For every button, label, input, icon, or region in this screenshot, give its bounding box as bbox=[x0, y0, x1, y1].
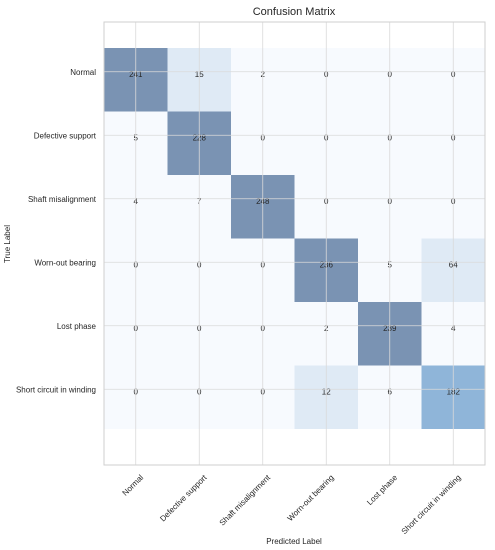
x-tick-labels: Normal Defective support Shaft misalignmen… bbox=[121, 473, 463, 537]
x-tick-label-4: Lost phase bbox=[365, 473, 399, 507]
y-tick-label-1: Defective support bbox=[34, 131, 97, 140]
y-tick-label-5: Short circuit in winding bbox=[16, 385, 96, 394]
grid-lines bbox=[104, 22, 485, 465]
y-tick-labels: Normal Defective support Shaft misalignmen… bbox=[16, 68, 97, 395]
x-axis-label: Predicted Label bbox=[266, 537, 322, 546]
y-tick-label-4: Lost phase bbox=[57, 322, 97, 331]
chart-title: Confusion Matrix bbox=[253, 6, 336, 18]
x-tick-label-3: Worn-out bearing bbox=[286, 473, 336, 523]
x-tick-label-2: Shaft misalignment bbox=[218, 473, 273, 528]
y-tick-label-2: Shaft misalignment bbox=[28, 195, 97, 204]
x-tick-label-1: Defective support bbox=[158, 473, 209, 524]
plot-frame bbox=[103, 21, 486, 466]
x-tick-label-5: Short circuit in winding bbox=[400, 473, 463, 536]
x-tick-label-0: Normal bbox=[121, 473, 146, 498]
y-tick-label-3: Worn-out bearing bbox=[34, 258, 96, 267]
heatmap-cells: 2411520005228000047248000000236564000223… bbox=[104, 48, 485, 429]
y-tick-label-0: Normal bbox=[70, 68, 96, 77]
y-axis-label: True Label bbox=[3, 225, 12, 263]
